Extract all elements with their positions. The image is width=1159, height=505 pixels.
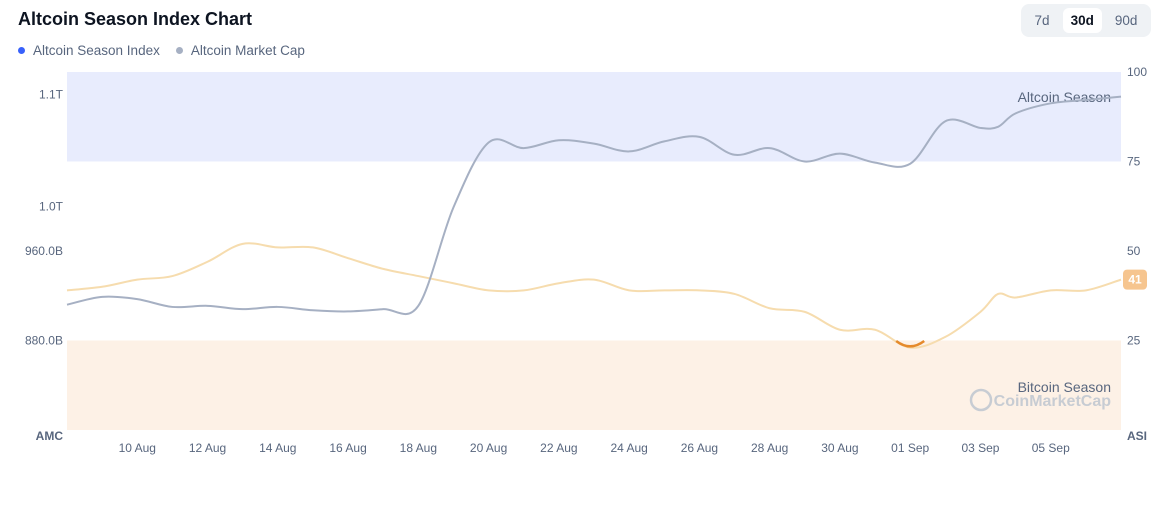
right-axis-name: ASI [1127,429,1147,443]
x-tick-1: 12 Aug [189,441,226,455]
current-value-badge [1123,269,1147,290]
left-axis-name: AMC [36,429,64,443]
x-tick-11: 01 Sep [891,441,929,455]
watermark-text: CoinMarketCap [994,393,1112,410]
zone-altcoin [67,72,1121,162]
legend-dot-amc [175,47,183,54]
zone-label-altcoin: Altcoin Season [1018,89,1111,105]
range-selector: 7d 30d 90d [1021,4,1151,37]
chart-legend: Altcoin Season Index Altcoin Market Cap [18,43,305,58]
x-tick-0: 10 Aug [119,441,156,455]
current-value-text: 41 [1128,273,1142,287]
left-tick-0: 880.0B [25,334,63,348]
zone-label-bitcoin: Bitcoin Season [1018,379,1111,395]
legend-label-asi: Altcoin Season Index [33,43,160,58]
x-tick-13: 05 Sep [1032,441,1070,455]
chart-title: Altcoin Season Index Chart [18,9,253,29]
left-tick-1: 960.0B [25,244,63,258]
legend-dot-asi [18,47,25,54]
range-7d-button[interactable]: 7d [1034,13,1050,28]
x-tick-4: 18 Aug [400,441,437,455]
x-tick-6: 22 Aug [540,441,577,455]
right-tick-2: 75 [1127,155,1141,169]
right-tick-0: 25 [1127,334,1141,348]
x-tick-12: 03 Sep [961,441,999,455]
range-30d-button[interactable]: 30d [1062,8,1102,33]
x-tick-8: 26 Aug [681,441,718,455]
series-low-segment [895,339,925,348]
right-tick-3: 100 [1127,65,1147,79]
watermark-icon [969,388,993,412]
x-tick-5: 20 Aug [470,441,507,455]
legend-label-amc: Altcoin Market Cap [190,43,305,58]
legend-item-amc[interactable]: Altcoin Market Cap [175,43,305,58]
legend-item-asi[interactable]: Altcoin Season Index [18,43,160,58]
series-line-amc [66,95,1122,316]
left-tick-2: 1.0T [39,199,64,213]
range-90d-button[interactable]: 90d [1114,13,1138,28]
left-tick-3: 1.1T [39,87,64,101]
right-tick-1: 50 [1127,244,1141,258]
x-tick-9: 28 Aug [751,441,788,455]
x-tick-2: 14 Aug [259,441,296,455]
zone-bitcoin [67,340,1121,430]
x-tick-7: 24 Aug [610,441,647,455]
x-tick-3: 16 Aug [329,441,366,455]
series-line-asi [66,242,1122,349]
x-tick-10: 30 Aug [821,441,858,455]
